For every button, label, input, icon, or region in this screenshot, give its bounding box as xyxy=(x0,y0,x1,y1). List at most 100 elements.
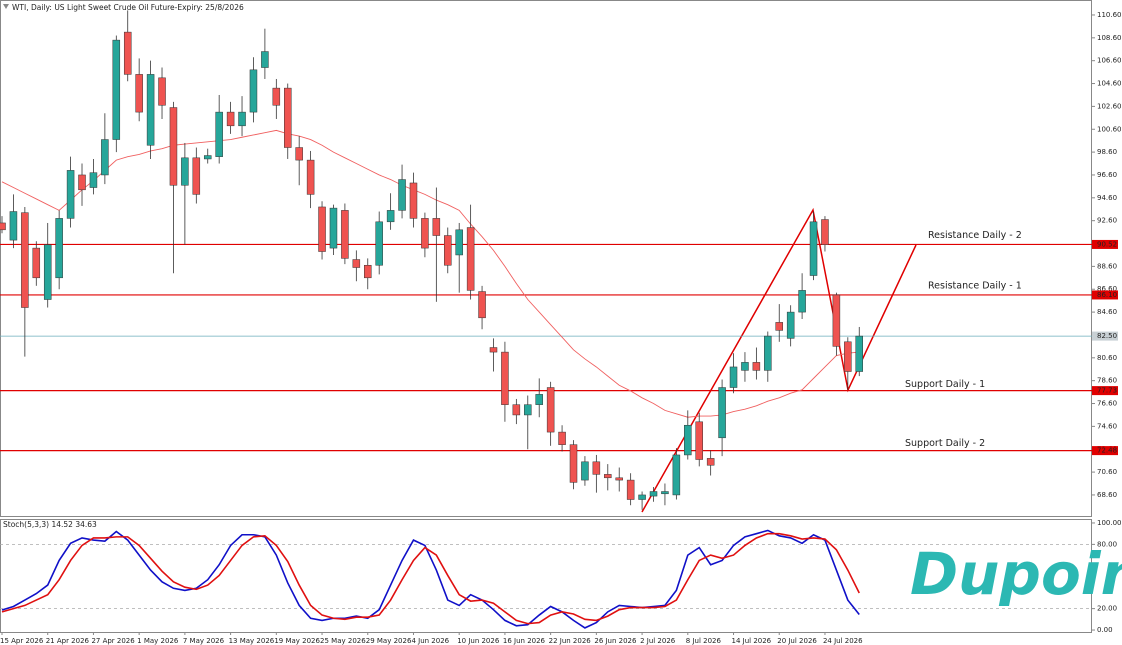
level-price-box xyxy=(1092,386,1118,396)
y-tick-label: 0.00 xyxy=(1097,626,1113,634)
x-tick-label: 24 Jul 2026 xyxy=(823,637,863,645)
candle-body xyxy=(9,211,18,241)
candle-body xyxy=(466,227,475,291)
candle-body xyxy=(432,218,441,236)
candle-body xyxy=(546,387,555,433)
x-tick-label: 25 May 2026 xyxy=(320,637,366,645)
chart-header: WTI, Daily: US Light Sweet Crude Oil Fut… xyxy=(12,3,244,12)
candle-body xyxy=(203,155,212,160)
candle-body xyxy=(123,31,132,75)
candle-body xyxy=(158,77,166,106)
candle-body xyxy=(832,294,841,347)
candle-body xyxy=(398,179,406,211)
candle-body xyxy=(649,491,658,497)
candle-body xyxy=(512,404,521,416)
stoch-line xyxy=(1,529,860,629)
x-tick-label: 29 May 2026 xyxy=(366,637,412,645)
y-tick-label: 108.60 xyxy=(1097,34,1122,42)
y-tick-label: 92.60 xyxy=(1097,217,1117,225)
candle-body xyxy=(341,210,349,259)
x-tick-label: 16 Jun 2026 xyxy=(503,637,546,645)
x-tick-label: 22 Jun 2026 xyxy=(549,637,592,645)
candle-body xyxy=(592,461,601,475)
candle-body xyxy=(421,218,429,249)
candle-body xyxy=(43,244,52,300)
candle-body xyxy=(844,341,852,372)
candle-body xyxy=(775,322,783,331)
level-label: Resistance Daily - 2 xyxy=(928,230,1022,241)
stoch-line xyxy=(1,532,860,625)
x-tick-label: 8 Jul 2026 xyxy=(686,637,722,645)
y-tick-label: 94.60 xyxy=(1097,194,1117,202)
y-tick-label: 86.60 xyxy=(1097,285,1117,293)
candle-body xyxy=(238,111,246,127)
candle-body xyxy=(135,74,143,113)
candle-body xyxy=(0,222,6,231)
candle-body xyxy=(112,39,121,140)
candle-body xyxy=(581,461,589,481)
x-tick-label: 20 Jul 2026 xyxy=(777,637,817,645)
candle-body xyxy=(169,107,178,186)
candle-body xyxy=(741,362,749,371)
candle-body xyxy=(535,394,543,405)
logo: Dupoin xyxy=(910,540,1122,608)
candle-body xyxy=(615,477,623,481)
candle-body xyxy=(101,139,109,176)
x-tick-label: 15 Apr 2026 xyxy=(0,637,44,645)
candle-body xyxy=(809,221,818,276)
y-tick-label: 88.60 xyxy=(1097,262,1117,270)
candle-body xyxy=(569,444,578,483)
candle-body xyxy=(226,111,235,127)
level-label: Resistance Daily - 1 xyxy=(928,280,1022,291)
y-tick-label: 106.60 xyxy=(1097,57,1122,65)
y-tick-label: 100.00 xyxy=(1097,519,1122,527)
candle-body xyxy=(32,247,41,279)
candle-body xyxy=(318,206,326,252)
x-tick-label: 7 May 2026 xyxy=(183,637,225,645)
candle-body xyxy=(786,311,795,339)
candle-body xyxy=(89,172,98,188)
candle-body xyxy=(489,347,498,353)
level-price-label: 90.52 xyxy=(1097,240,1117,248)
candle-body xyxy=(295,147,303,161)
candle-body xyxy=(181,157,189,186)
level-label: Support Daily - 2 xyxy=(905,438,985,449)
y-tick-label: 110.60 xyxy=(1097,11,1122,19)
candle-body xyxy=(215,111,223,157)
candle-body xyxy=(684,424,692,456)
level-price-box xyxy=(1092,290,1118,300)
level-price-box xyxy=(1092,239,1118,249)
candle-body xyxy=(718,387,726,439)
candle-body xyxy=(706,458,715,466)
candle-body xyxy=(146,74,155,146)
candle-body xyxy=(626,479,635,500)
candle-body xyxy=(558,431,566,445)
level-price-label: 82.50 xyxy=(1097,332,1117,340)
candle-body xyxy=(192,157,201,195)
x-tick-label: 26 Jun 2026 xyxy=(594,637,637,645)
candle-body xyxy=(798,290,806,313)
y-tick-label: 68.60 xyxy=(1097,491,1117,499)
candle-body xyxy=(695,421,703,460)
y-tick-label: 80.00 xyxy=(1097,540,1117,548)
y-tick-label: 98.60 xyxy=(1097,148,1117,156)
stoch-panel-frame xyxy=(0,519,1092,633)
candle-body xyxy=(364,264,372,279)
stoch-header: Stoch(5,3,3) 14.52 34.63 xyxy=(3,520,97,529)
candle-body xyxy=(409,182,418,219)
candle-body xyxy=(604,474,612,479)
candle-body xyxy=(478,291,486,319)
candle-body xyxy=(352,259,361,268)
candle-body xyxy=(261,51,269,68)
candle-body xyxy=(55,218,63,279)
candle-body xyxy=(375,221,383,266)
x-tick-label: 4 Jun 2026 xyxy=(411,637,449,645)
level-price-box xyxy=(1092,331,1118,341)
candle-body xyxy=(329,207,338,249)
y-tick-label: 70.60 xyxy=(1097,468,1117,476)
candle-body xyxy=(21,212,29,308)
candle-body xyxy=(284,87,292,148)
moving-average xyxy=(1,129,860,418)
